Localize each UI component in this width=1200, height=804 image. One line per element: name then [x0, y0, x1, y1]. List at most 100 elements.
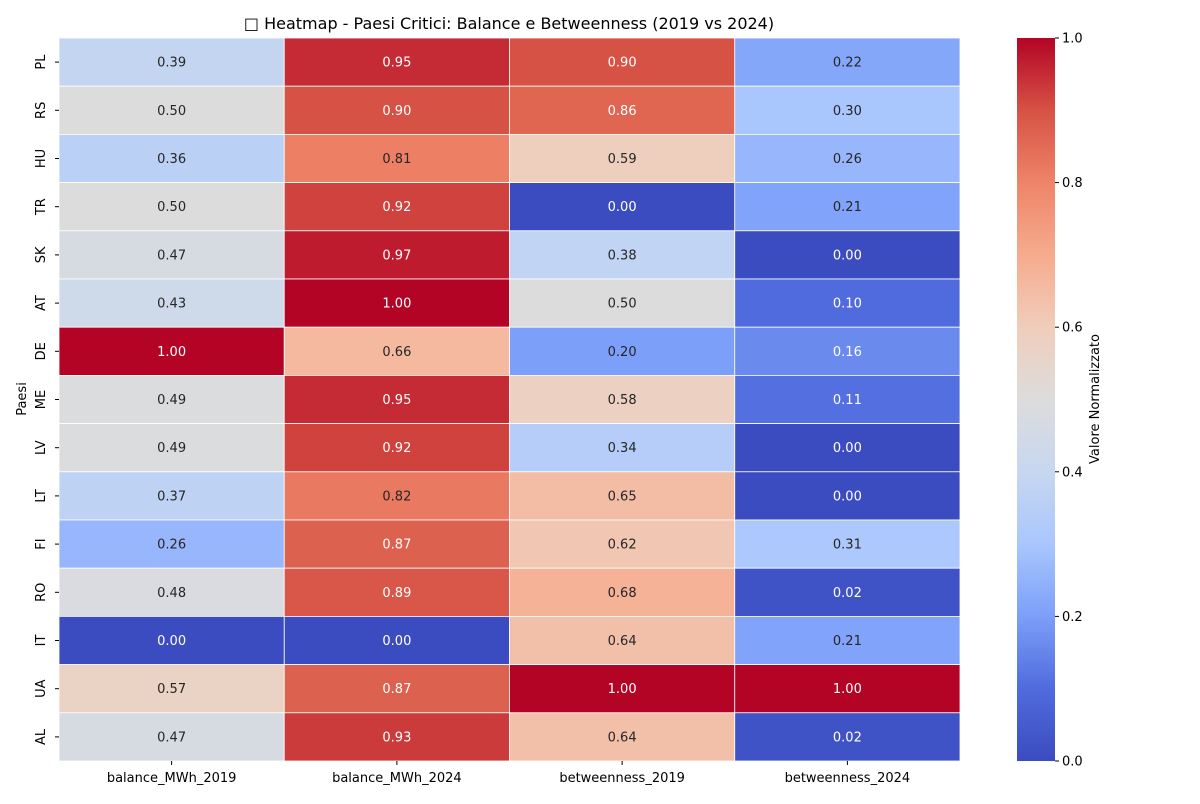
heatmap-cell: [734, 616, 961, 666]
cell-value-label: 0.26: [833, 152, 862, 167]
heatmap-cell: [283, 230, 510, 280]
heatmap-cell: [509, 374, 736, 424]
row-label: FI: [34, 538, 49, 549]
row-label: TR: [34, 198, 49, 216]
row-label: AT: [34, 295, 49, 311]
cell-value-label: 0.59: [608, 152, 637, 167]
cell-value-label: 0.58: [608, 393, 637, 408]
heatmap-cell: [734, 423, 961, 473]
cell-value-label: 0.90: [382, 104, 411, 119]
heatmap-cell: [58, 182, 285, 232]
heatmap-cell: [58, 37, 285, 87]
cell-value-label: 1.00: [833, 682, 862, 697]
cell-value-label: 0.00: [833, 248, 862, 263]
column-label: balance_MWh_2024: [332, 771, 462, 786]
heatmap-cell: [509, 471, 736, 521]
heatmap-cell: [58, 616, 285, 666]
heatmap-cell: [58, 278, 285, 328]
heatmap-cell: [734, 37, 961, 87]
heatmap-cell: [509, 37, 736, 87]
heatmap-cell: [283, 664, 510, 714]
cell-value-label: 0.95: [382, 56, 411, 71]
heatmap-cell: [283, 616, 510, 666]
chart-title: □ Heatmap - Paesi Critici: Balance e Bet…: [244, 14, 774, 33]
cell-value-label: 0.93: [382, 730, 411, 745]
cell-value-label: 0.16: [833, 345, 862, 360]
row-label: DE: [34, 342, 49, 360]
row-label: ME: [34, 390, 49, 409]
row-label: RO: [34, 583, 49, 602]
heatmap-cell: [283, 85, 510, 135]
heatmap-cell: [734, 471, 961, 521]
heatmap-cell: [509, 616, 736, 666]
cell-value-label: 0.64: [608, 730, 637, 745]
cell-value-label: 0.48: [157, 586, 186, 601]
cell-value-label: 0.95: [382, 393, 411, 408]
heatmap-cell: [283, 471, 510, 521]
cell-value-label: 0.22: [833, 56, 862, 71]
heatmap-cell: [734, 567, 961, 617]
y-axis-label: Paesi: [15, 382, 30, 416]
cell-value-label: 0.47: [157, 248, 186, 263]
cell-value-label: 0.49: [157, 441, 186, 456]
heatmap-cell: [283, 182, 510, 232]
row-label: RS: [34, 102, 49, 119]
row-label: IT: [34, 635, 49, 647]
colorbar-tick-label: 0.6: [1062, 321, 1083, 336]
cell-value-label: 0.34: [608, 441, 637, 456]
heatmap-cell: [734, 182, 961, 232]
colorbar-tick-label: 1.0: [1062, 32, 1083, 47]
cell-value-label: 0.49: [157, 393, 186, 408]
cell-value-label: 0.00: [157, 634, 186, 649]
heatmap-cell: [509, 278, 736, 328]
column-label: betweenness_2019: [559, 771, 685, 786]
column-label: betweenness_2024: [785, 771, 911, 786]
colorbar: [1017, 38, 1055, 761]
cell-value-label: 1.00: [157, 345, 186, 360]
cell-value-label: 0.92: [382, 441, 411, 456]
cell-value-label: 0.89: [382, 586, 411, 601]
cell-value-label: 0.21: [833, 634, 862, 649]
colorbar-gradient: [1017, 38, 1055, 761]
heatmap-cell: [509, 567, 736, 617]
colorbar-tick-label: 0.4: [1062, 465, 1083, 480]
heatmap-cell: [58, 85, 285, 135]
column-labels: balance_MWh_2019 balance_MWh_2024 betweenn…: [107, 761, 910, 786]
cell-value-label: 0.65: [608, 489, 637, 504]
colorbar-tick-label: 0.0: [1062, 755, 1083, 770]
row-label: SK: [34, 246, 49, 263]
row-label: HU: [34, 149, 49, 168]
heatmap-cell: [734, 230, 961, 280]
heatmap-cell: [509, 182, 736, 232]
cell-value-label: 0.92: [382, 200, 411, 215]
cell-value-label: 0.31: [833, 538, 862, 553]
cell-value-label: 0.66: [382, 345, 411, 360]
cell-value-label: 0.50: [157, 104, 186, 119]
row-labels: PL RS HU TR SK AT DE ME LV LT FI RO IT UA AL: [34, 54, 59, 745]
heatmap-cell: [283, 567, 510, 617]
heatmap-cell: [283, 278, 510, 328]
heatmap-cell: [734, 85, 961, 135]
heatmap-cell: [509, 519, 736, 569]
heatmap-cell: [283, 37, 510, 87]
heatmap-cell: [283, 519, 510, 569]
heatmap-cell: [509, 664, 736, 714]
cell-value-label: 0.00: [833, 441, 862, 456]
cell-value-label: 0.02: [833, 730, 862, 745]
colorbar-label: Valore Normalizzato: [1088, 334, 1103, 464]
cell-value-label: 0.39: [157, 56, 186, 71]
cell-value-label: 0.20: [608, 345, 637, 360]
cell-value-label: 0.21: [833, 200, 862, 215]
cell-value-label: 0.90: [608, 56, 637, 71]
cell-value-label: 1.00: [382, 297, 411, 312]
heatmap-cell: [58, 326, 285, 376]
cell-value-label: 0.50: [157, 200, 186, 215]
cell-value-label: 0.81: [382, 152, 411, 167]
cell-value-label: 0.68: [608, 586, 637, 601]
cell-value-label: 0.97: [382, 248, 411, 263]
heatmap-cell: [58, 374, 285, 424]
heatmap-cell: [58, 230, 285, 280]
cell-value-label: 0.86: [608, 104, 637, 119]
cell-value-label: 0.47: [157, 730, 186, 745]
